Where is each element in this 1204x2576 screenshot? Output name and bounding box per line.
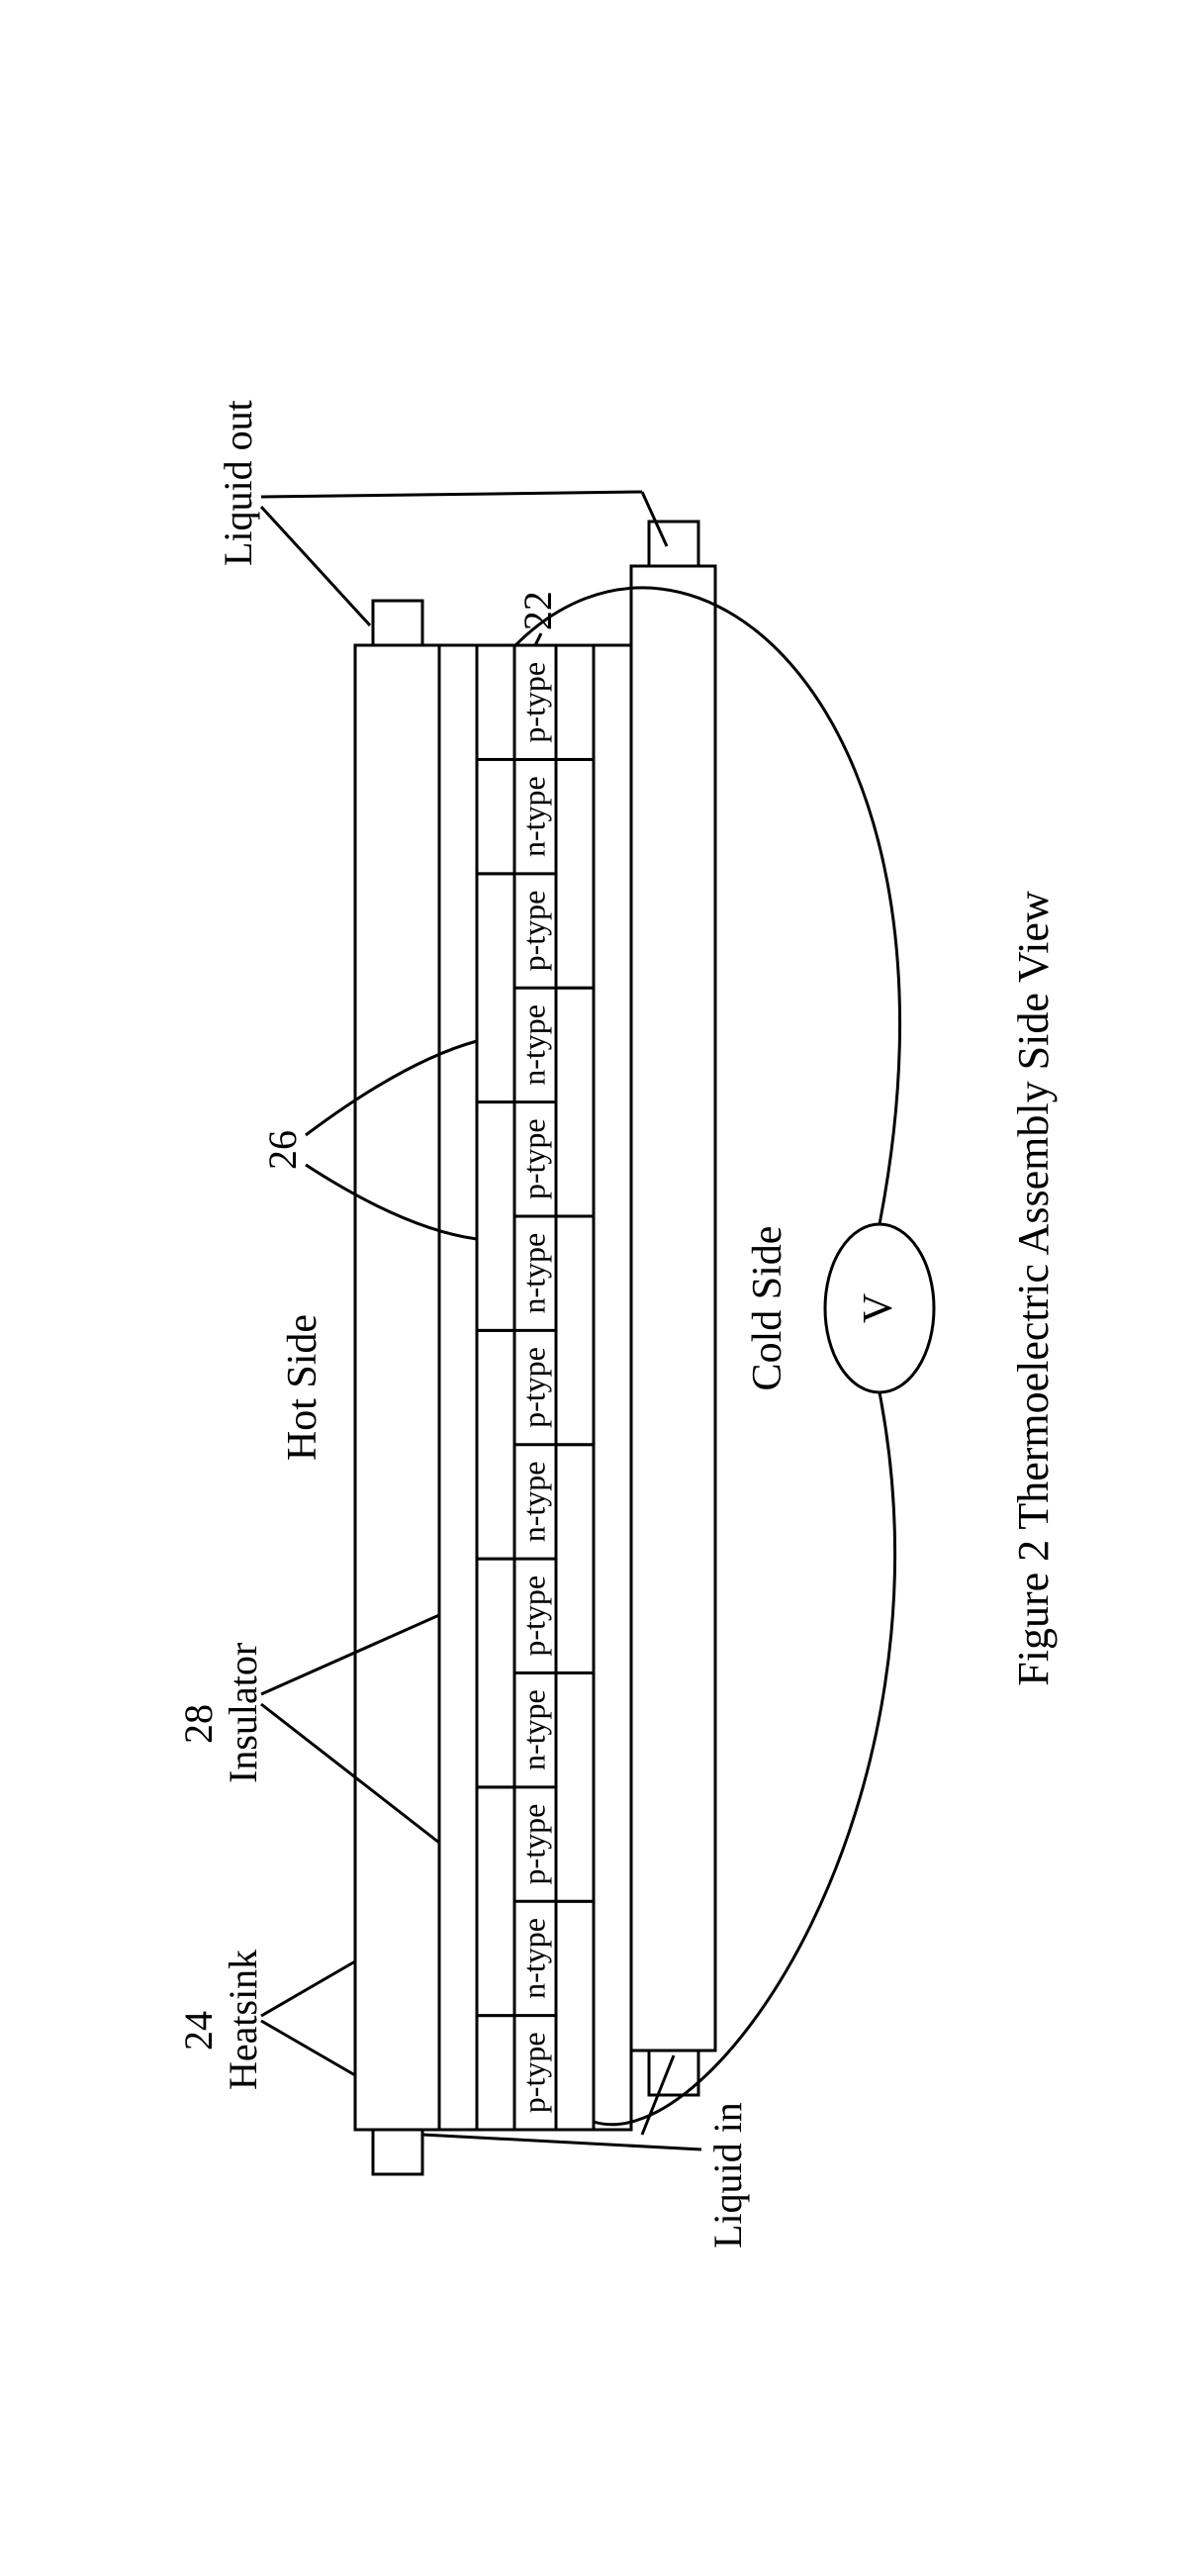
diagram-container: p-type n-type p-type n-type p-type n-type p-ty… <box>108 200 1097 2377</box>
junction-label: n-type <box>515 776 551 857</box>
conductor-bottom <box>556 1901 594 2130</box>
conductor-bottom <box>556 1672 594 1901</box>
ref-22: 22 <box>515 591 560 630</box>
junction-label: n-type <box>515 1918 551 1999</box>
heatsink-top <box>355 645 439 2130</box>
ref-26: 26 <box>260 1130 305 1170</box>
junction-label: n-type <box>515 1004 551 1086</box>
conductor-top <box>477 1330 514 1559</box>
conductor-bottom <box>556 1215 594 1444</box>
cold-side-label: Cold Side <box>745 1225 790 1390</box>
heatsink-bottom <box>631 566 715 2051</box>
junction-label: n-type <box>515 1461 551 1542</box>
junction-label: p-type <box>515 890 551 971</box>
junction-label: n-type <box>515 1232 551 1313</box>
voltage-label: V <box>856 1292 901 1322</box>
insulator-top <box>439 645 477 2130</box>
junction-label: p-type <box>515 1118 551 1199</box>
label-insulator: Insulator <box>221 1642 265 1782</box>
conductor-top <box>477 1559 514 1787</box>
label-heatsink: Heatsink <box>221 1949 265 2089</box>
leader-heatsink-a <box>261 2021 355 2075</box>
leader-in-fork-root <box>422 2135 701 2149</box>
leader-heatsink-b <box>261 1961 355 2016</box>
leader-out-main <box>261 492 642 497</box>
junction-label: p-type <box>515 2032 551 2113</box>
conductor-top <box>477 1786 514 2015</box>
conductor-top-end-right <box>477 645 514 759</box>
junction-label: p-type <box>515 1347 551 1428</box>
conductor-top <box>477 873 514 1101</box>
junction-label: n-type <box>515 1689 551 1770</box>
hot-side-label: Hot Side <box>280 1313 325 1460</box>
diagram-svg: p-type n-type p-type n-type p-type n-type p-ty… <box>108 200 1097 2377</box>
insulator-bottom <box>594 645 631 2130</box>
conductor-bottom <box>556 1444 594 1672</box>
junction-label: p-type <box>515 1574 551 1656</box>
leader-out-top <box>261 507 370 625</box>
conductor-top <box>477 1101 514 1330</box>
conductor-bottom <box>556 645 594 759</box>
figure-caption: Figure 2 Thermoelectric Assembly Side Vi… <box>1009 891 1058 1686</box>
ref-24: 24 <box>176 2011 221 2051</box>
conductor-top-end-left <box>477 2015 514 2129</box>
conductor-bottom <box>556 759 594 988</box>
label-liquid-out: Liquid out <box>216 400 260 566</box>
junction-label: p-type <box>515 661 551 742</box>
ref-28: 28 <box>176 1704 221 1744</box>
conductor-bottom <box>556 988 594 1216</box>
label-liquid-in: Liquid in <box>705 2102 750 2248</box>
leader-22 <box>535 633 541 645</box>
junction-label: p-type <box>515 1803 551 1884</box>
